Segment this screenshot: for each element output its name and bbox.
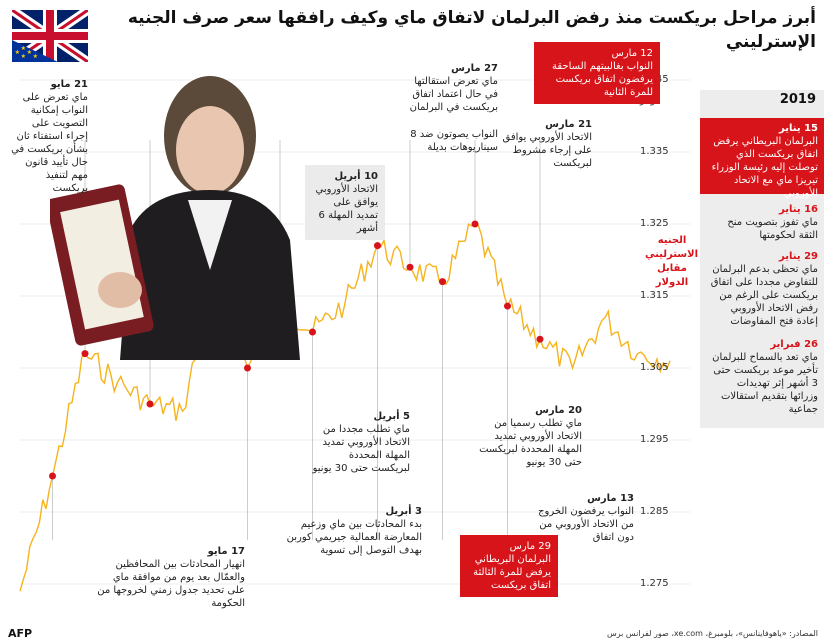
- event-marker: [439, 278, 446, 286]
- event-text: ماي تعرض على النواب إمكانية التصويت على …: [11, 92, 88, 194]
- event-date: 21 مارس: [545, 119, 592, 130]
- afp-logo-icon: AFP: [8, 627, 32, 640]
- event-text: الاتحاد الأوروبي يوافق على إرجاء مشروط ل…: [502, 132, 592, 169]
- event-date: 13 مارس: [587, 493, 634, 504]
- y-tick-label: 1.305: [640, 362, 669, 373]
- panel-date: 29 يناير: [779, 251, 818, 262]
- event-21-march: 21 مارس الاتحاد الأوروبي يوافق على إرجاء…: [500, 118, 592, 170]
- panel-year: 2019: [779, 92, 816, 107]
- event-date: 29 مارس: [509, 541, 551, 552]
- panel-text: ماي تفوز بتصويت منح الثقة لحكومتها: [727, 217, 818, 241]
- panel-date: 16 يناير: [779, 204, 818, 215]
- panel-item-26-feb: 26 فبراير ماي تعد بالسماح للبرلمان تأخير…: [700, 338, 824, 416]
- panel-date: 15 يناير: [779, 123, 818, 134]
- chart-title: أبرز مراحل بريكست منذ رفض البرلمان لاتفا…: [127, 8, 816, 52]
- panel-text: البرلمان البريطاني يرفض اتفاق بريكست الذ…: [711, 136, 818, 199]
- event-text: بدء المحادثات بين ماي وزعيم المعارضة الع…: [286, 519, 422, 556]
- event-5-april: 5 أبريل ماي تطلب مجددا من الاتحاد الأورو…: [310, 410, 410, 475]
- event-marker: [471, 220, 479, 228]
- event-3-april: 3 أبريل بدء المحادثات بين ماي وزعيم المع…: [270, 505, 422, 557]
- event-date: 20 مارس: [535, 405, 582, 416]
- panel-item-15-jan: 15 يناير البرلمان البريطاني يرفض اتفاق ب…: [700, 118, 824, 199]
- event-17-may: 17 مايو انهيار المحادثات بين المحافظين و…: [95, 545, 245, 610]
- source-credit: المصادر: «ياهوفاينانس»، بلومبرغ، xe.com،…: [606, 629, 818, 638]
- event-text: النواب يصوتون ضد 8 سيناريوهات بديلة: [410, 129, 498, 153]
- event-20-march: 20 مارس ماي تطلب رسميا من الاتحاد الأورو…: [476, 404, 582, 469]
- y-tick-label: 1.285: [640, 506, 669, 517]
- y-tick-label: 1.325: [640, 218, 669, 229]
- event-marker: [374, 242, 381, 250]
- svg-text:★: ★: [15, 49, 20, 56]
- y-tick-label: 1.295: [640, 434, 669, 445]
- event-text: النواب يرفضون الخروج من الاتحاد الأوروبي…: [538, 506, 634, 543]
- event-text: النواب بغالبيتهم الساحقة يرفضون اتفاق بر…: [552, 61, 653, 98]
- event-date: 27 مارس: [451, 63, 498, 74]
- panel-item-29-jan: 29 يناير ماي تحظى بدعم البرلمان للتفاوض …: [700, 250, 824, 328]
- event-marker: [504, 302, 511, 310]
- event-marker: [309, 328, 316, 336]
- event-marker: [536, 335, 544, 343]
- series-label: الجنيه الاسترليني مقابل الدولار: [644, 235, 698, 288]
- event-date: 3 أبريل: [385, 506, 422, 517]
- event-date: 21 مايو: [50, 79, 88, 90]
- svg-text:★: ★: [33, 53, 38, 60]
- event-10-april: 10 أبريل الاتحاد الأوروبي يوافق على تمدي…: [305, 165, 385, 240]
- event-13-march: 13 مارس النواب يرفضون الخروج من الاتحاد …: [538, 492, 634, 544]
- event-date: 10 أبريل: [334, 171, 379, 182]
- event-text: انهيار المحادثات بين المحافظين والعمّال …: [97, 559, 245, 609]
- event-text: البرلمان البريطاني يرفض للمرة الثالثة ات…: [473, 554, 551, 591]
- event-date: 17 مايو: [207, 546, 245, 557]
- event-12-march: 12 مارس النواب بغالبيتهم الساحقة يرفضون …: [534, 42, 660, 104]
- event-date: 12 مارس: [611, 48, 653, 59]
- y-tick-label: 1.335: [640, 146, 669, 157]
- event-8-scenarios: النواب يصوتون ضد 8 سيناريوهات بديلة: [398, 128, 498, 154]
- event-21-may: 21 مايو ماي تعرض على النواب إمكانية التص…: [8, 78, 88, 195]
- event-29-march: 29 مارس البرلمان البريطاني يرفض للمرة ال…: [460, 535, 558, 597]
- svg-text:★: ★: [21, 45, 26, 52]
- svg-text:★: ★: [27, 49, 32, 56]
- event-marker: [49, 472, 56, 480]
- event-text: ماي تعرض استقالتها في حال اعتماد اتفاق ب…: [409, 76, 498, 113]
- event-date: 5 أبريل: [373, 411, 410, 422]
- event-marker: [406, 263, 414, 271]
- panel-date: 26 فبراير: [770, 339, 818, 350]
- event-marker: [244, 364, 251, 372]
- y-tick-label: 1.315: [640, 290, 669, 301]
- svg-text:★: ★: [21, 53, 26, 60]
- event-text: ماي تطلب مجددا من الاتحاد الأوروبي تمديد…: [312, 424, 410, 474]
- uk-eu-flag-icon: ★★★★ ★: [12, 10, 88, 62]
- series-line: [19, 223, 671, 592]
- event-text: ماي تطلب رسميا من الاتحاد الأوروبي تمديد…: [479, 418, 582, 468]
- event-marker: [146, 400, 154, 408]
- panel-item-16-jan: 16 يناير ماي تفوز بتصويت منح الثقة لحكوم…: [700, 203, 824, 242]
- logo-text: AFP: [8, 627, 33, 640]
- event-27-march: 27 مارس ماي تعرض استقالتها في حال اعتماد…: [398, 62, 498, 114]
- panel-text: ماي تحظى بدعم البرلمان للتفاوض مجددا على…: [710, 264, 818, 327]
- event-marker: [81, 350, 89, 358]
- y-tick-label: 1.275: [640, 578, 669, 589]
- event-text: الاتحاد الأوروبي يوافق على تمديد المهلة …: [315, 184, 379, 234]
- panel-text: ماي تعد بالسماح للبرلمان تأخير موعد بريك…: [712, 352, 818, 415]
- theresa-may-portrait: [50, 76, 300, 360]
